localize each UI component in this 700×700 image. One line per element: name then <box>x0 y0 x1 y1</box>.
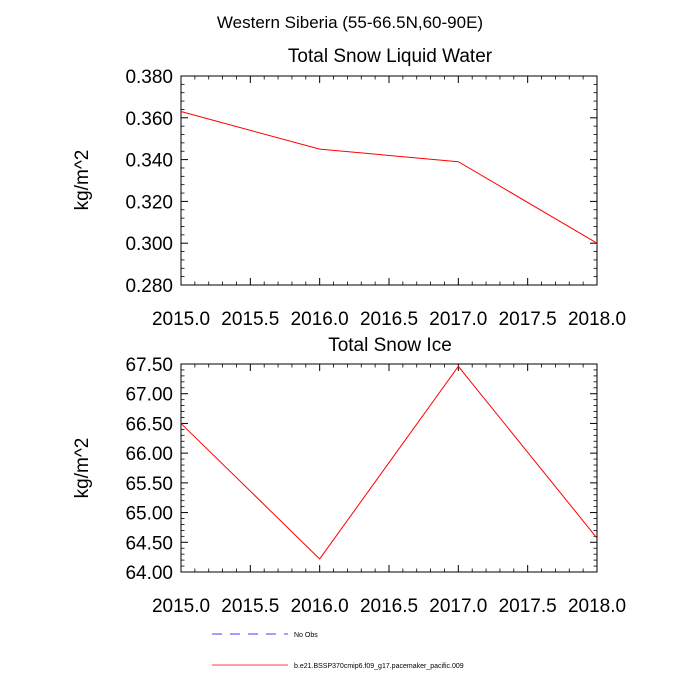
x-tick-label-snow-liquid-water: 2015.5 <box>221 309 279 330</box>
x-tick-label-snow-ice: 2018.0 <box>568 596 626 617</box>
y-tick-label-snow-ice: 66.50 <box>125 414 173 435</box>
y-tick-label-snow-ice: 67.50 <box>125 355 173 376</box>
legend-label-model: b.e21.BSSP370cmip6.f09_g17.pacemaker_pac… <box>294 663 464 670</box>
x-tick-label-snow-liquid-water: 2017.5 <box>499 309 557 330</box>
x-tick-label-snow-liquid-water: 2016.0 <box>291 309 349 330</box>
y-tick-label-snow-liquid-water: 0.380 <box>125 67 173 88</box>
y-tick-label-snow-ice: 65.50 <box>125 474 173 495</box>
panel-title-snow-liquid-water: Total Snow Liquid Water <box>288 46 493 67</box>
legend-label-no-obs: No Obs <box>294 632 318 639</box>
legend: No Obs b.e21.BSSP370cmip6.f09_g17.pacema… <box>212 632 464 670</box>
series-line-snow-liquid-water <box>180 111 598 244</box>
x-tick-label-snow-ice: 2015.0 <box>152 596 210 617</box>
series-line-snow-ice <box>180 365 598 560</box>
y-tick-label-snow-liquid-water: 0.320 <box>125 192 173 213</box>
x-tick-label-snow-ice: 2017.5 <box>499 596 557 617</box>
y-tick-label-snow-ice: 64.50 <box>125 533 173 554</box>
x-tick-label-snow-ice: 2015.5 <box>221 596 279 617</box>
y-tick-label-snow-ice: 64.00 <box>125 563 173 584</box>
y-axis-label-snow-liquid-water: kg/m^2 <box>72 150 93 211</box>
y-tick-label-snow-liquid-water: 0.300 <box>125 234 173 255</box>
y-tick-label-snow-liquid-water: 0.340 <box>125 151 173 172</box>
x-tick-label-snow-liquid-water: 2016.5 <box>360 309 418 330</box>
x-tick-label-snow-liquid-water: 2017.0 <box>429 309 487 330</box>
y-axis-label-snow-ice: kg/m^2 <box>72 438 93 499</box>
plot-frame-snow-ice <box>180 363 598 573</box>
panel-title-snow-ice: Total Snow Ice <box>328 335 452 356</box>
x-tick-label-snow-ice: 2016.5 <box>360 596 418 617</box>
plot-frame-snow-liquid-water <box>180 75 598 286</box>
x-tick-label-snow-liquid-water: 2015.0 <box>152 309 210 330</box>
x-tick-label-snow-ice: 2016.0 <box>291 596 349 617</box>
figure-title: Western Siberia (55-66.5N,60-90E) <box>217 13 483 32</box>
y-tick-label-snow-liquid-water: 0.360 <box>125 109 173 130</box>
y-tick-label-snow-ice: 67.00 <box>125 385 173 406</box>
x-tick-label-snow-ice: 2017.0 <box>429 596 487 617</box>
x-tick-label-snow-liquid-water: 2018.0 <box>568 309 626 330</box>
y-tick-label-snow-liquid-water: 0.280 <box>125 276 173 297</box>
y-tick-label-snow-ice: 65.00 <box>125 504 173 525</box>
panel-snow-liquid-water: Total Snow Liquid Water kg/m^2 2015.0 201… <box>72 46 626 330</box>
panel-snow-ice: Total Snow Ice kg/m^2 2015.0 2015.5 2016.0… <box>72 335 626 617</box>
y-tick-label-snow-ice: 66.00 <box>125 444 173 465</box>
